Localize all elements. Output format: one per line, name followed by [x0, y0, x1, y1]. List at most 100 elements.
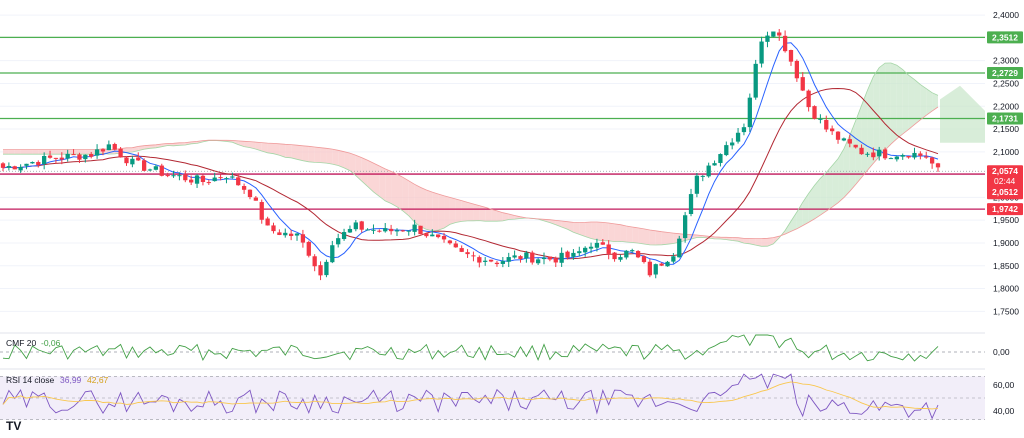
candle-body [30, 162, 34, 163]
cloud-segment [421, 187, 427, 229]
candle-body [454, 244, 458, 248]
candle-body [524, 253, 528, 259]
price-tick-label: 1,8000 [993, 284, 1019, 294]
price-tick-label: 2,2500 [993, 78, 1019, 88]
candle-body [289, 234, 293, 236]
candle-body [430, 235, 434, 237]
rsi-tick-40: 40,00 [993, 406, 1015, 416]
cloud-segment [879, 63, 885, 157]
rsi-pane [0, 374, 985, 419]
candle-body [436, 234, 440, 237]
cloud-segment [303, 146, 309, 162]
candle-body [277, 232, 281, 235]
candle-body [1, 163, 5, 168]
candle-body [648, 262, 652, 276]
tradingview-logo[interactable]: TV [6, 419, 21, 433]
candle-body [118, 149, 122, 158]
candle-body [224, 178, 228, 179]
candle-body [295, 234, 299, 236]
candle-body [154, 166, 158, 170]
cloud-segment [473, 204, 479, 221]
candle-body [612, 253, 616, 260]
candle-body [689, 194, 693, 214]
candle-body [789, 50, 793, 62]
candle-body [577, 251, 581, 253]
candle-body [418, 226, 422, 234]
candle-body [460, 248, 464, 252]
cloud-segment [903, 70, 909, 134]
candle-body [107, 144, 111, 150]
cmf-pane [0, 335, 985, 361]
candle-body [265, 219, 269, 226]
candle-body [518, 256, 522, 259]
candle-body [113, 144, 117, 150]
candle-body [395, 230, 399, 231]
price-tick-label: 1,9500 [993, 215, 1019, 225]
cloud-segment [403, 177, 409, 216]
cloud-segment [315, 147, 321, 163]
candle-body [560, 253, 564, 263]
candle-body [501, 261, 505, 264]
candle-body [130, 159, 134, 165]
current-price-label: 2,0574 [992, 166, 1018, 176]
cloud-segment [21, 150, 27, 155]
cloud-segment [356, 155, 362, 181]
candle-body [712, 163, 716, 165]
price-tick-label: 2,2000 [993, 101, 1019, 111]
countdown-label: 02:44 [994, 176, 1016, 186]
price-axis[interactable]: 2,40002,35002,30002,25002,20002,15002,10… [993, 10, 1019, 316]
candle-body [42, 156, 46, 164]
cloud-segment [809, 185, 815, 222]
cloud-segment [50, 150, 56, 155]
candle-body [354, 222, 358, 229]
candle-body [830, 128, 834, 131]
cloud-segment [32, 150, 38, 155]
cloud-forward [940, 86, 985, 143]
candle-body [236, 177, 240, 185]
candle-body [424, 233, 428, 236]
cloud-segment [644, 229, 650, 245]
cloud-segment [650, 230, 656, 245]
candle-body [512, 255, 516, 257]
level-label: 2,3512 [992, 32, 1018, 42]
level-label: 2,2729 [992, 68, 1018, 78]
candle-body [336, 238, 340, 244]
candle-body [724, 145, 728, 155]
cloud-segment [797, 202, 803, 229]
candle-body [677, 239, 681, 258]
candle-body [924, 156, 928, 157]
candle-body [906, 156, 910, 157]
candle-body [171, 175, 175, 176]
candle-body [360, 221, 364, 229]
candle-body [207, 182, 211, 183]
cloud-segment [56, 150, 62, 155]
candle-body [24, 164, 28, 166]
candle-body [618, 257, 622, 260]
candle-body [730, 143, 734, 146]
candle-body [783, 36, 787, 51]
cloud-segment [432, 192, 438, 231]
candle-body [554, 258, 558, 262]
rsi-tick-60: 60,00 [993, 380, 1015, 390]
candle-body [589, 247, 593, 249]
candle-body [489, 260, 493, 262]
cloud-segment [850, 121, 856, 192]
cmf-legend-label[interactable]: CMF 20 [6, 338, 37, 348]
candle-body [177, 175, 181, 176]
candle-body [401, 230, 405, 231]
candle-body [248, 190, 252, 197]
cmf-legend-value: -0,06 [41, 338, 61, 348]
level-label: 1,9742 [992, 204, 1018, 214]
rsi-legend-label[interactable]: RSI 14 close [6, 375, 54, 385]
ichimoku-cloud [3, 63, 985, 246]
candle-body [230, 176, 234, 177]
cloud-segment [332, 149, 338, 165]
cloud-segment [397, 174, 403, 211]
price-tick-label: 2,3000 [993, 56, 1019, 66]
candle-body [195, 175, 199, 183]
candle-body [854, 145, 858, 148]
level-label: 2,0512 [992, 187, 1018, 197]
candle-body [389, 229, 393, 231]
candle-body [642, 256, 646, 262]
